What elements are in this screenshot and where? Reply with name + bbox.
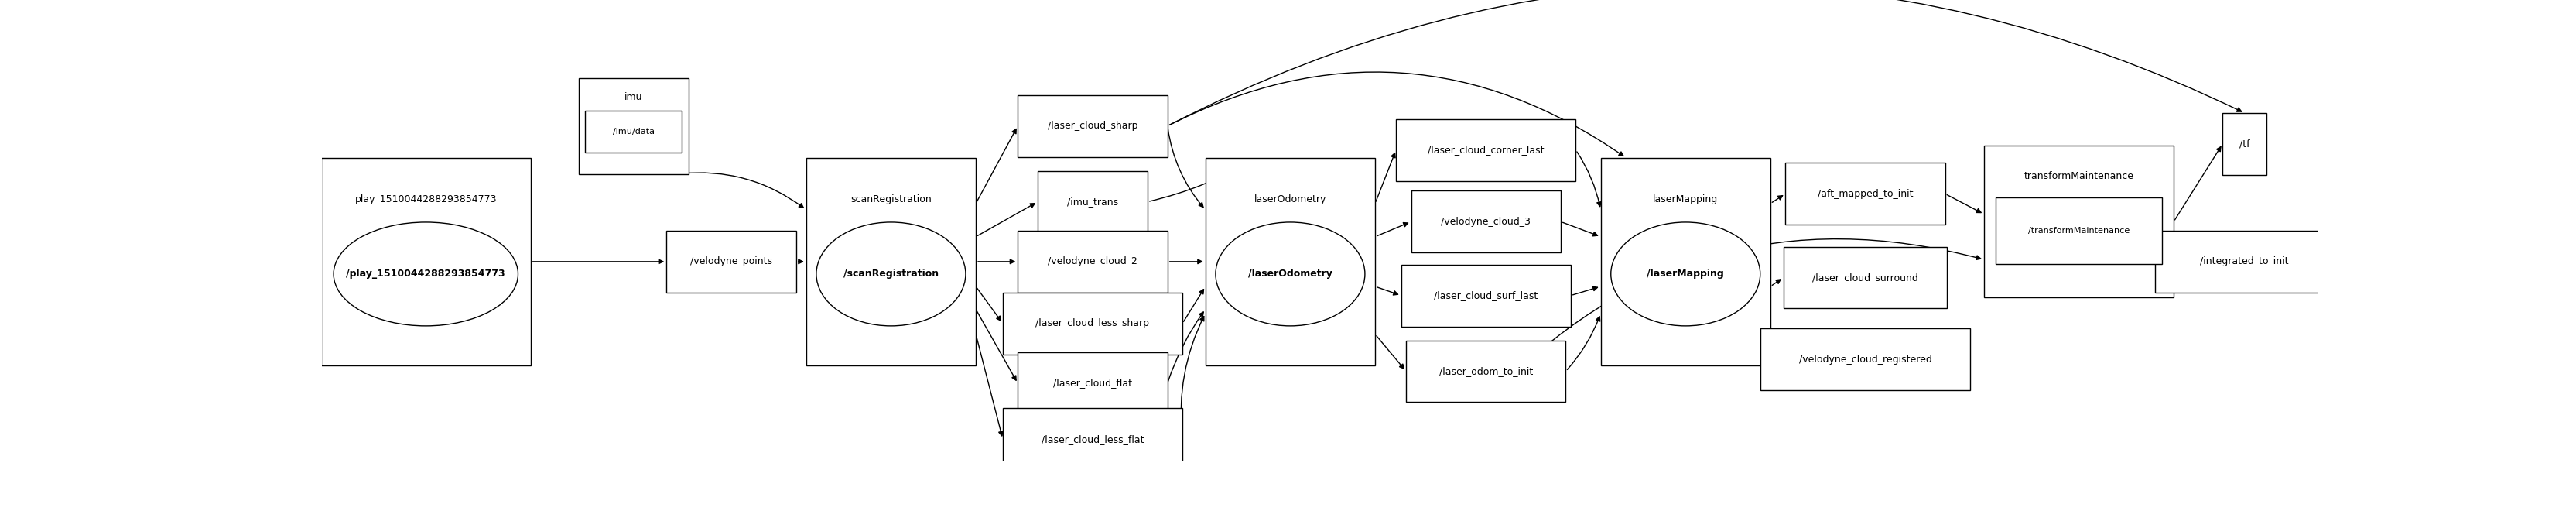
FancyBboxPatch shape (1412, 191, 1561, 253)
Text: /tf: /tf (2239, 139, 2249, 149)
FancyBboxPatch shape (2154, 231, 2334, 293)
FancyBboxPatch shape (1038, 171, 1146, 233)
FancyBboxPatch shape (1018, 352, 1167, 414)
FancyBboxPatch shape (1759, 328, 1971, 390)
Ellipse shape (1216, 222, 1365, 326)
Text: /transformMaintenance: /transformMaintenance (2027, 227, 2130, 235)
Text: /laser_odom_to_init: /laser_odom_to_init (1440, 366, 1533, 376)
Text: laserOdometry: laserOdometry (1255, 194, 1327, 205)
Text: /laser_cloud_surf_last: /laser_cloud_surf_last (1435, 291, 1538, 300)
Text: /velodyne_cloud_registered: /velodyne_cloud_registered (1798, 354, 1932, 364)
Text: /scanRegistration: /scanRegistration (842, 269, 938, 279)
Ellipse shape (332, 222, 518, 326)
Text: transformMaintenance: transformMaintenance (2025, 171, 2133, 181)
FancyBboxPatch shape (1002, 408, 1182, 470)
Text: /laser_cloud_surround: /laser_cloud_surround (1814, 272, 1919, 283)
FancyBboxPatch shape (667, 231, 796, 293)
FancyBboxPatch shape (322, 158, 531, 365)
Text: play_1510044288293854773: play_1510044288293854773 (355, 194, 497, 205)
FancyBboxPatch shape (1401, 265, 1571, 326)
FancyBboxPatch shape (2223, 113, 2267, 175)
FancyBboxPatch shape (1406, 340, 1566, 402)
Text: /laser_cloud_flat: /laser_cloud_flat (1054, 378, 1131, 388)
Text: /laser_cloud_less_flat: /laser_cloud_less_flat (1041, 434, 1144, 444)
Text: laserMapping: laserMapping (1654, 194, 1718, 205)
FancyBboxPatch shape (806, 158, 976, 365)
Text: scanRegistration: scanRegistration (850, 194, 933, 205)
FancyBboxPatch shape (1996, 197, 2161, 264)
Text: /play_1510044288293854773: /play_1510044288293854773 (345, 269, 505, 279)
Text: /laser_cloud_corner_last: /laser_cloud_corner_last (1427, 145, 1543, 155)
FancyBboxPatch shape (1396, 119, 1577, 181)
FancyBboxPatch shape (1018, 95, 1167, 157)
Text: /laser_cloud_less_sharp: /laser_cloud_less_sharp (1036, 319, 1149, 328)
Text: /velodyne_cloud_3: /velodyne_cloud_3 (1440, 217, 1530, 227)
Text: /velodyne_points: /velodyne_points (690, 256, 773, 267)
Ellipse shape (1610, 222, 1759, 326)
Text: /imu_trans: /imu_trans (1066, 197, 1118, 207)
Text: /integrated_to_init: /integrated_to_init (2200, 256, 2290, 267)
FancyBboxPatch shape (1206, 158, 1376, 365)
FancyBboxPatch shape (1783, 247, 1947, 308)
Text: /laser_cloud_sharp: /laser_cloud_sharp (1048, 121, 1139, 131)
FancyBboxPatch shape (580, 78, 688, 174)
FancyBboxPatch shape (1002, 293, 1182, 354)
FancyBboxPatch shape (1600, 158, 1770, 365)
FancyBboxPatch shape (1018, 231, 1167, 293)
Text: imu: imu (623, 92, 641, 102)
Text: /velodyne_cloud_2: /velodyne_cloud_2 (1048, 256, 1139, 267)
Text: /aft_mapped_to_init: /aft_mapped_to_init (1819, 189, 1914, 199)
FancyBboxPatch shape (1785, 163, 1945, 225)
Text: /imu/data: /imu/data (613, 128, 654, 136)
FancyBboxPatch shape (585, 111, 683, 153)
FancyBboxPatch shape (1984, 146, 2174, 297)
Ellipse shape (817, 222, 966, 326)
Text: /laserMapping: /laserMapping (1646, 269, 1723, 279)
Text: /laserOdometry: /laserOdometry (1249, 269, 1332, 279)
